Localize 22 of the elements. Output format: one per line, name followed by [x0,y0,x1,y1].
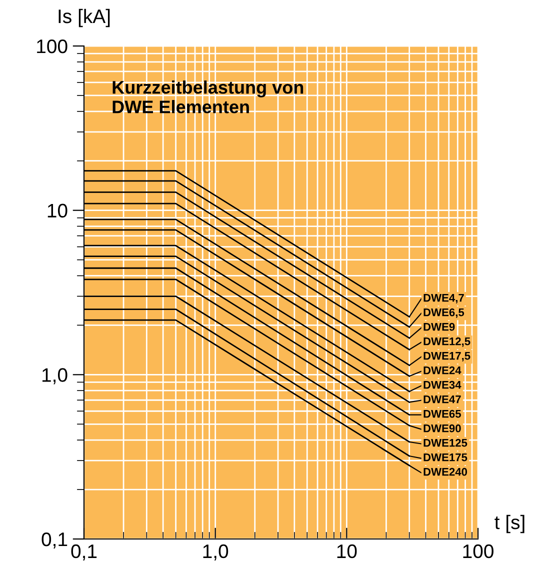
legend-label: DWE9 [424,322,455,331]
legend-label: DWE6,5 [424,308,464,318]
x-tick-label: 1,0 [203,544,228,560]
x-tick-label: 0,1 [71,544,97,560]
y-tick-label: 1,0 [42,368,68,384]
legend-label: DWE47 [424,396,461,404]
legend-label: DWE65 [424,410,461,418]
x-axis-title: t [s] [494,514,524,534]
y-axis-title: Is [kA] [58,8,110,28]
x-tick-label: 10 [337,544,357,558]
legend-label: DWE240 [424,468,468,476]
legend-label: DWE17,5 [424,352,470,362]
legend-label: DWE34 [424,380,462,389]
legend-label: DWE90 [424,424,461,432]
x-tick-label: 100 [463,544,494,558]
legend-label: DWE125 [424,438,468,447]
legend-label: DWE12,5 [424,337,470,347]
y-tick-label: 100 [37,39,68,54]
legend-label: DWE175 [424,454,468,462]
y-tick-label: 10 [48,204,68,218]
series-label: DWE4,7 [424,294,464,304]
legend-label: DWE24 [424,366,462,374]
